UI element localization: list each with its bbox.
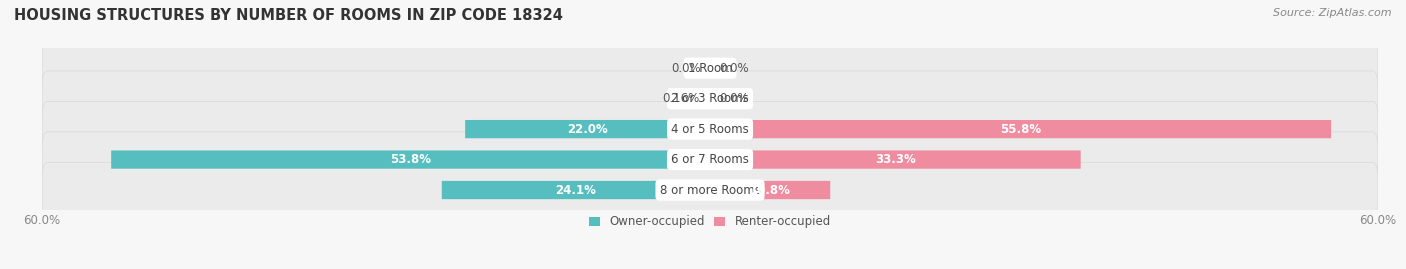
FancyBboxPatch shape bbox=[710, 150, 1081, 169]
Text: HOUSING STRUCTURES BY NUMBER OF ROOMS IN ZIP CODE 18324: HOUSING STRUCTURES BY NUMBER OF ROOMS IN… bbox=[14, 8, 562, 23]
Text: 4 or 5 Rooms: 4 or 5 Rooms bbox=[671, 123, 749, 136]
FancyBboxPatch shape bbox=[111, 150, 710, 169]
Text: 24.1%: 24.1% bbox=[555, 183, 596, 197]
Legend: Owner-occupied, Renter-occupied: Owner-occupied, Renter-occupied bbox=[585, 211, 835, 233]
FancyBboxPatch shape bbox=[42, 162, 1378, 218]
FancyBboxPatch shape bbox=[42, 132, 1378, 187]
FancyBboxPatch shape bbox=[710, 181, 830, 199]
FancyBboxPatch shape bbox=[42, 101, 1378, 157]
FancyBboxPatch shape bbox=[465, 120, 710, 138]
Text: 0.16%: 0.16% bbox=[662, 92, 699, 105]
FancyBboxPatch shape bbox=[441, 181, 710, 199]
Text: 0.0%: 0.0% bbox=[672, 62, 702, 75]
Text: Source: ZipAtlas.com: Source: ZipAtlas.com bbox=[1274, 8, 1392, 18]
Text: 8 or more Rooms: 8 or more Rooms bbox=[659, 183, 761, 197]
Text: 0.0%: 0.0% bbox=[718, 62, 748, 75]
Text: 2 or 3 Rooms: 2 or 3 Rooms bbox=[671, 92, 749, 105]
FancyBboxPatch shape bbox=[709, 90, 710, 108]
FancyBboxPatch shape bbox=[42, 71, 1378, 126]
FancyBboxPatch shape bbox=[710, 120, 1331, 138]
Text: 1 Room: 1 Room bbox=[688, 62, 733, 75]
Text: 33.3%: 33.3% bbox=[875, 153, 915, 166]
Text: 0.0%: 0.0% bbox=[718, 92, 748, 105]
Text: 10.8%: 10.8% bbox=[749, 183, 790, 197]
Text: 6 or 7 Rooms: 6 or 7 Rooms bbox=[671, 153, 749, 166]
Text: 55.8%: 55.8% bbox=[1000, 123, 1040, 136]
Text: 22.0%: 22.0% bbox=[567, 123, 607, 136]
Text: 53.8%: 53.8% bbox=[389, 153, 432, 166]
FancyBboxPatch shape bbox=[42, 41, 1378, 96]
